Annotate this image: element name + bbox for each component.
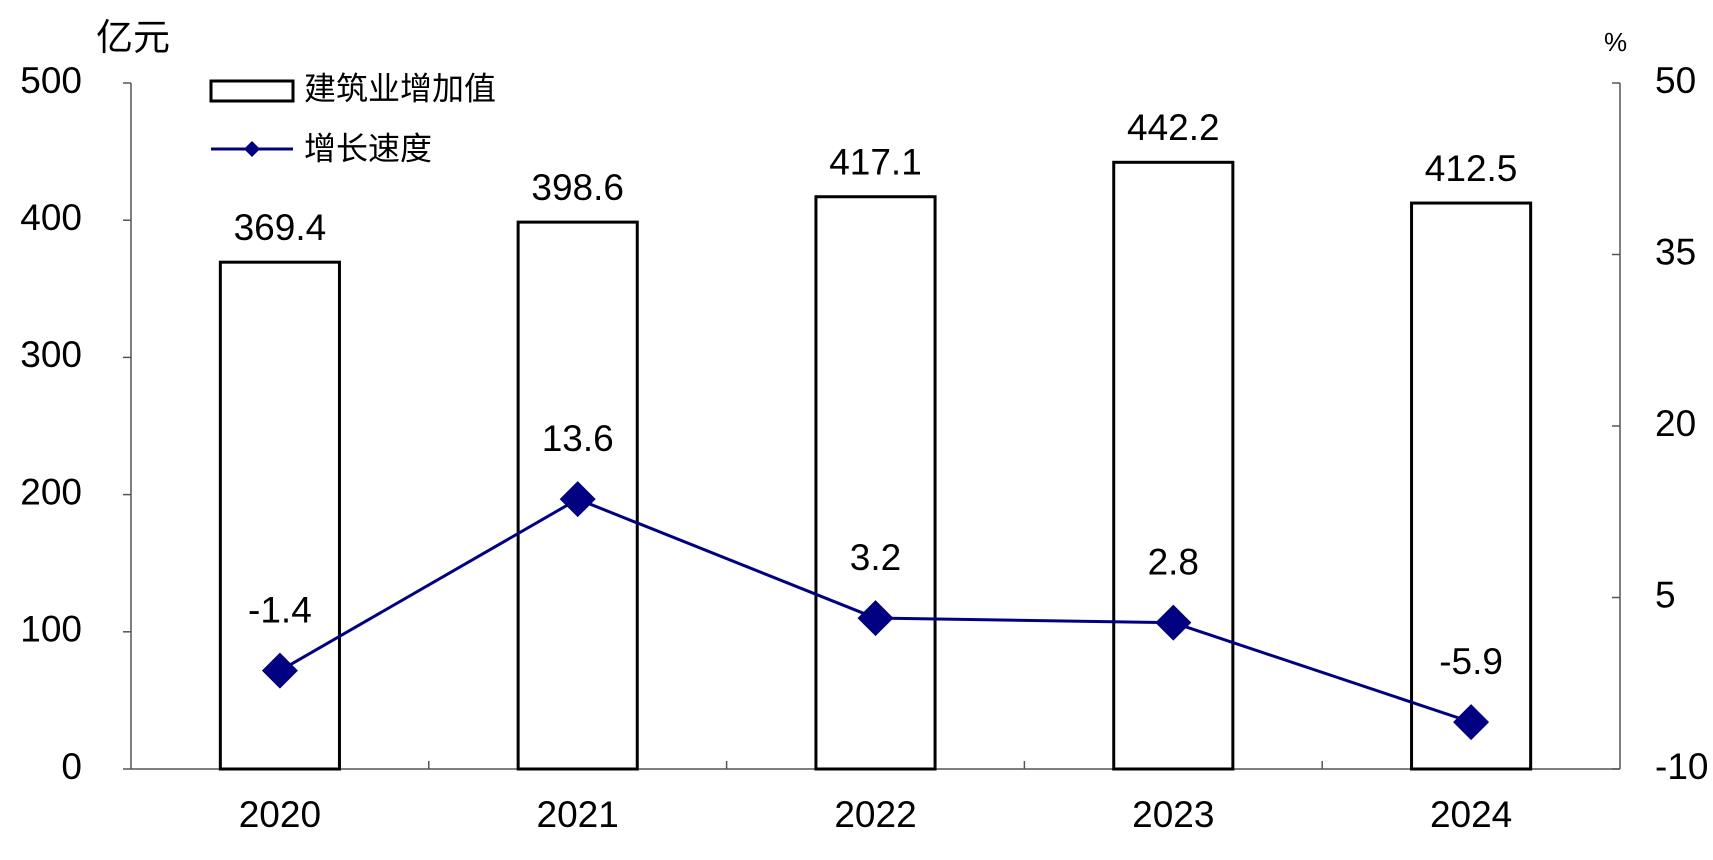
y2-tick-label: 20 — [1655, 403, 1696, 444]
legend-label: 建筑业增加值 — [304, 70, 496, 106]
legend-bar-swatch — [209, 79, 295, 103]
line-value-label: -1.4 — [248, 589, 312, 630]
y-tick-label: 100 — [20, 609, 82, 650]
line-value-label: -5.9 — [1439, 641, 1503, 682]
legend-label: 增长速度 — [304, 130, 432, 166]
y-tick-label: 400 — [20, 197, 82, 238]
y2-tick-label: 5 — [1655, 574, 1676, 615]
bar-value-label: 442.2 — [1127, 107, 1220, 148]
line-value-label: 13.6 — [542, 418, 614, 459]
x-tick-label: 2022 — [834, 794, 916, 835]
bar — [218, 260, 341, 771]
x-tick-label: 2023 — [1132, 794, 1214, 835]
y-tick-label: 0 — [61, 746, 82, 787]
line-marker — [1453, 704, 1490, 741]
y2-axis-unit: % — [1604, 27, 1627, 57]
y-tick-label: 200 — [20, 471, 82, 512]
line-value-label: 3.2 — [850, 537, 901, 578]
y2-tick-label: 35 — [1655, 231, 1696, 272]
bar — [814, 195, 937, 771]
y-axis-unit: 亿元 — [96, 17, 170, 58]
y2-tick-label: 50 — [1655, 60, 1696, 101]
y-tick-label: 500 — [20, 60, 82, 101]
bar-value-label: 369.4 — [234, 207, 327, 248]
line-marker — [1155, 604, 1192, 641]
y2-tick-label: -10 — [1655, 746, 1708, 787]
line-value-label: 2.8 — [1148, 541, 1199, 582]
x-tick-label: 2024 — [1430, 794, 1512, 835]
bar — [1410, 201, 1533, 771]
bar-value-label: 398.6 — [531, 167, 624, 208]
line-marker — [559, 481, 596, 518]
y-tick-label: 300 — [20, 334, 82, 375]
x-tick-label: 2020 — [239, 794, 321, 835]
bar — [1112, 160, 1235, 771]
x-tick-label: 2021 — [537, 794, 619, 835]
bar-value-label: 412.5 — [1425, 148, 1518, 189]
bar-value-label: 417.1 — [829, 142, 922, 183]
line-marker — [857, 600, 894, 637]
line-marker — [261, 652, 298, 689]
legend-line-marker — [244, 141, 260, 157]
